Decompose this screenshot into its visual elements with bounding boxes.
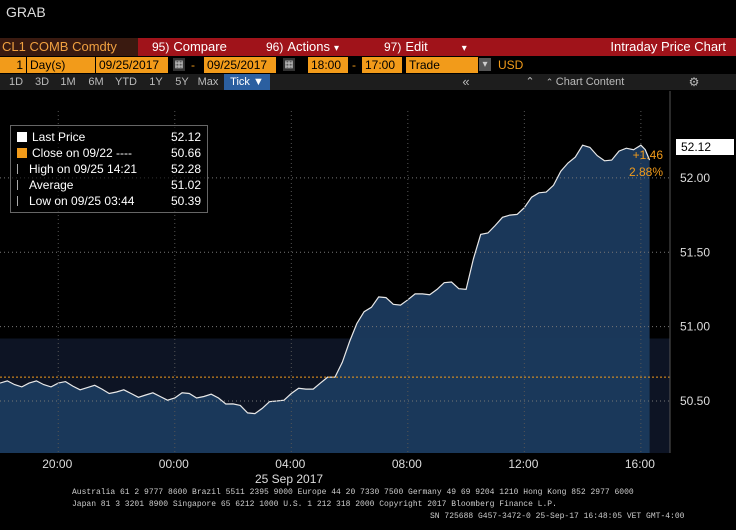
collapse-left-icon[interactable]: « [462,74,470,89]
y-tick-label: 51.00 [680,320,710,334]
period-unit-field[interactable]: Day(s) [27,57,95,73]
legend-label: Last Price [32,130,86,144]
price-area-fill [0,145,650,453]
y-tick-label: 52.00 [680,171,710,185]
x-tick-label: 00:00 [158,457,189,471]
footer: Australia 61 2 9777 8600 Brazil 5511 239… [0,486,736,530]
range-button-1y[interactable]: 1Y [149,76,163,88]
actions-label: Actions [287,39,330,54]
legend-label: High on 09/25 14:21 [29,162,138,176]
period-count-field[interactable]: 1 [0,57,26,73]
range-toolbar: 1D 3D 1M 6M YTD 1Y 5Y Max Tick ▼ « ⌃ ⌃ Chart Co… [0,74,736,90]
change-absolute: +1.46 [633,148,664,162]
compare-label: Compare [173,39,227,54]
legend-label: Close on 09/22 ---- [32,146,133,160]
chart-content-icon: ⌃ [545,77,556,87]
legend-swatch-icon [17,196,24,206]
currency-label: USD [498,58,524,72]
range-button-1d[interactable]: 1D [8,76,24,88]
date-axis-label: 25 Sep 2017 [255,472,324,486]
date-range-dash: - [191,58,195,72]
legend-swatch-icon [17,164,24,174]
change-percent: 2.88% [629,165,663,179]
edit-label: Edit [405,39,428,54]
compare-button[interactable]: 95) Compare [152,38,227,56]
legend-item: Low on 09/25 03:44 [17,193,134,209]
range-button-3d[interactable]: 3D [34,76,50,88]
window-title: GRAB [6,4,46,20]
legend-value: 50.39 [170,194,201,208]
start-date-field[interactable]: 09/25/2017 [96,57,168,73]
range-button-5y[interactable]: 5Y [175,76,189,88]
legend-value: 52.28 [170,162,201,176]
legend-item: Close on 09/22 ---- [17,145,132,161]
data-type-field[interactable]: Trade [406,57,478,73]
range-button-6m[interactable]: 6M [88,76,104,88]
legend-swatch-icon [17,148,27,158]
footer-session: SN 725688 G457-3472-0 25-Sep-17 16:48:05… [430,512,685,521]
legend-value: 50.66 [170,146,201,160]
legend-label: Average [29,178,74,192]
parameters-bar: 1 Day(s) 09/25/2017 ▦ - 09/25/2017 ▦ 18:… [0,57,736,73]
time-range-dash: - [352,58,356,72]
legend-value: 52.12 [170,130,201,144]
chevron-down-icon[interactable]: ▾ [479,58,491,71]
legend-swatch-icon [17,132,27,142]
y-tick-label: 51.50 [680,245,710,259]
tick-dropdown[interactable]: Tick ▼ [224,74,270,90]
last-price-badge-label: 52.12 [681,140,711,154]
menu-bar: 95) Compare 96) Actions ▾ 97) Edit ▾ Intraday… [0,38,736,56]
gear-icon[interactable]: ⚙ [688,75,700,89]
chevron-down-icon: ▾ [333,43,340,54]
legend-item: High on 09/25 14:21 [17,161,137,177]
x-tick-label: 16:00 [624,457,655,471]
price-line [0,144,651,415]
chevron-down-icon: ▼ [252,76,264,88]
chart-content-label: Chart Content [555,76,625,88]
legend-item: Last Price [17,129,85,145]
x-tick-label: 12:00 [508,457,539,471]
range-button-max[interactable]: Max [197,76,219,88]
actions-button[interactable]: 96) Actions ▾ [266,38,339,56]
y-tick-label: 50.50 [680,394,710,408]
chevron-up-icon[interactable]: ⌃ [525,76,535,88]
calendar-icon[interactable]: ▦ [283,58,295,71]
tick-label: Tick [230,76,250,88]
calendar-icon[interactable]: ▦ [173,58,185,71]
view-title: Intraday Price Chart [610,39,726,54]
chevron-down-icon: ▾ [461,43,467,54]
start-time-field[interactable]: 18:00 [308,57,348,73]
range-button-ytd[interactable]: YTD [115,76,137,88]
actions-shortcut: 96) [266,40,284,54]
ticker-field[interactable]: CL1 COMB Comdty [0,38,138,56]
range-button-1m[interactable]: 1M [60,76,76,88]
legend-swatch-icon [17,180,24,190]
last-price-badge [676,139,734,155]
chart-legend[interactable]: Last Price 52.12 Close on 09/22 ---- 50.66 H… [10,125,208,213]
edit-shortcut: 97) [384,40,402,54]
footer-contacts: Australia 61 2 9777 8600 Brazil 5511 239… [72,488,634,497]
compare-shortcut: 95) [152,40,170,54]
legend-label: Low on 09/25 03:44 [29,194,135,208]
end-time-field[interactable]: 17:00 [362,57,402,73]
x-tick-label: 08:00 [391,457,422,471]
x-tick-label: 04:00 [275,457,306,471]
intraday-price-chart[interactable]: 50.50 51.00 51.50 52.00 52.12 +1.46 2.88% [0,91,736,455]
legend-value: 51.02 [170,178,201,192]
chart-content-button[interactable]: ⌃ Chart Content [535,74,635,90]
edit-button[interactable]: 97) Edit ▾ [384,38,467,56]
footer-contacts-2: Japan 81 3 3201 8900 Singapore 65 6212 1… [72,500,557,509]
window-title-bar: GRAB [0,0,736,38]
end-date-field[interactable]: 09/25/2017 [204,57,276,73]
legend-item: Average [17,177,73,193]
x-tick-label: 20:00 [42,457,73,471]
